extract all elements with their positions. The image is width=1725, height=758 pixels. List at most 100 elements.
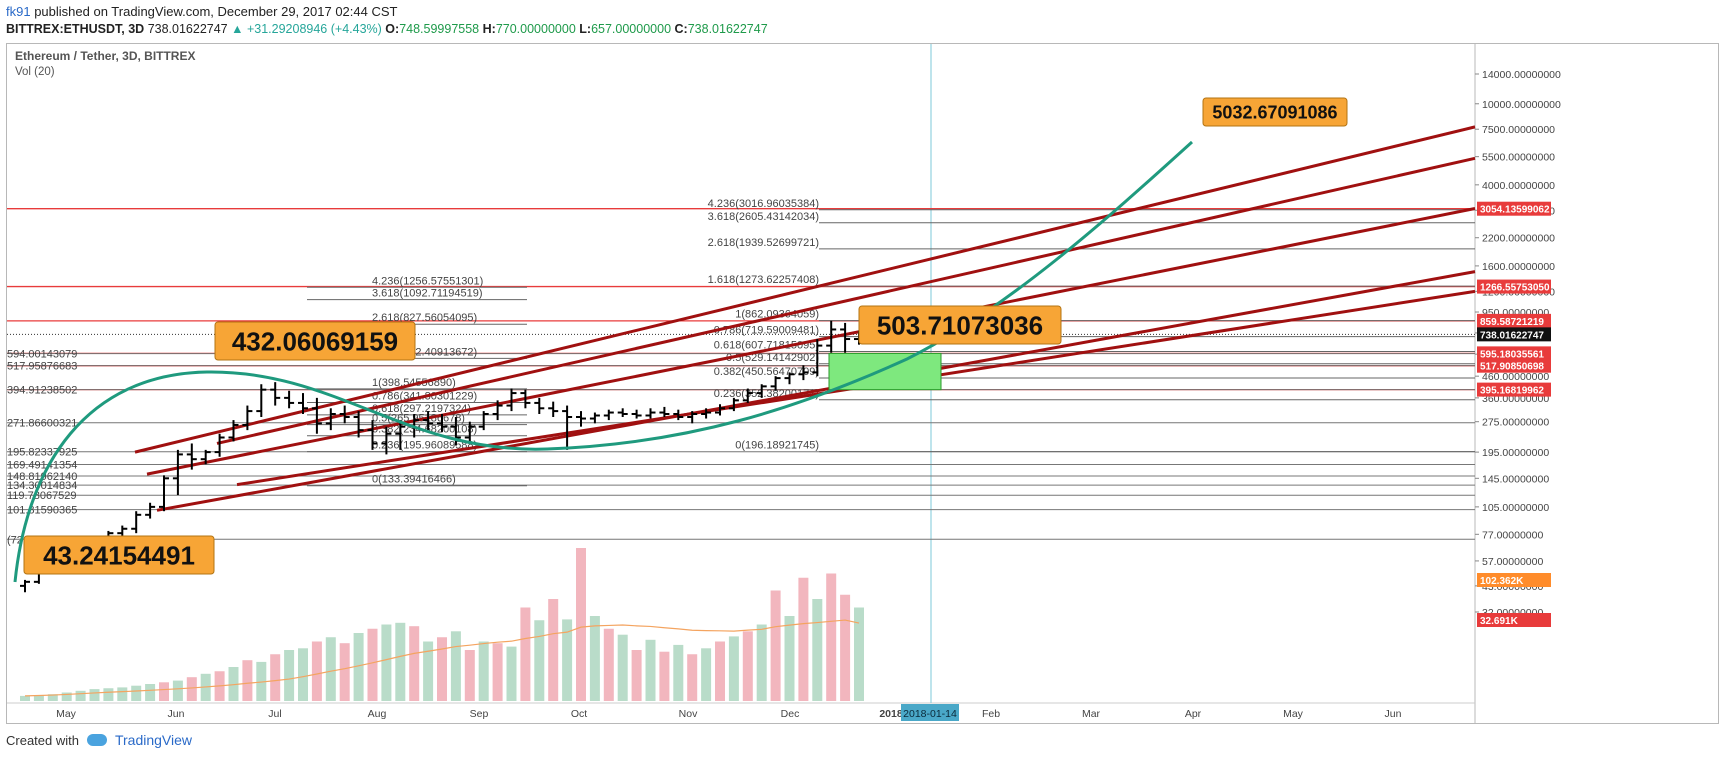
- ohlc-bar: [353, 411, 364, 438]
- fib-level-label: 2.618(827.56054095): [372, 312, 477, 324]
- price-tag: [1477, 327, 1551, 342]
- time-axis-label: Sep: [470, 708, 489, 720]
- ohlc-bar: [464, 421, 475, 444]
- volume-bar: [270, 654, 281, 701]
- support-level-label: 101.81590365: [7, 505, 77, 517]
- ohlc-bar: [256, 384, 267, 417]
- volume-bar: [145, 684, 156, 701]
- ohlc-bar: [131, 511, 142, 534]
- price-axis-label: 1600.00000000: [1482, 261, 1555, 273]
- volume-bar: [75, 690, 86, 701]
- price-tag: [1477, 382, 1551, 397]
- fib-level-label: 1.618(1273.62257408): [708, 274, 819, 286]
- volume-bar: [826, 573, 837, 701]
- volume-bar: [687, 654, 698, 701]
- time-axis-label: Mar: [1082, 708, 1101, 720]
- volume-bar: [715, 641, 725, 701]
- publish-info: published on TradingView.com, December 2…: [34, 4, 398, 19]
- price-axis-label: 5500.00000000: [1482, 152, 1555, 164]
- volume-bar: [172, 680, 183, 701]
- volume-bar: [409, 626, 420, 701]
- channel-line: [156, 270, 1476, 512]
- ohlc-bar: [562, 405, 573, 450]
- low-label: L:: [579, 22, 592, 36]
- chart-panel[interactable]: Ethereum / Tether, 3D, BITTREX Vol (20) 14…: [6, 43, 1719, 724]
- price-axis-label: 7500.00000000: [1482, 124, 1555, 136]
- price-callout: [1202, 97, 1348, 127]
- last-price: 738.01622747: [147, 22, 228, 36]
- ohlc-bar: [659, 406, 670, 417]
- fib-level-label: 3.618(1092.71194519): [372, 288, 483, 300]
- ohlc-bar: [311, 397, 322, 434]
- ohlc-bar: [756, 384, 767, 398]
- tradingview-link[interactable]: TradingView: [114, 732, 193, 748]
- ohlc-bar: [325, 408, 336, 431]
- price-tag-label: 1266.55753050: [1480, 283, 1550, 294]
- price-tag-label: 3054.13599062: [1480, 205, 1550, 216]
- ohlc-bar: [617, 408, 628, 417]
- fib-level-label: 2.618(1939.52699721): [708, 237, 819, 249]
- ohlc-bar: [576, 411, 586, 427]
- ohlc-bar: [381, 426, 392, 455]
- ohlc-bar: [534, 397, 545, 414]
- volume-bar: [506, 646, 517, 701]
- volume-bar: [242, 660, 253, 701]
- ohlc-bar: [270, 382, 281, 406]
- ohlc-bar: [228, 420, 239, 442]
- volume-bar: [784, 616, 795, 701]
- volume-bar: [450, 631, 461, 701]
- high-value: 770.00000000: [495, 22, 576, 36]
- plot-area: [7, 44, 1475, 723]
- fib-level-label: 0.786(719.59009481): [714, 325, 819, 337]
- ohlc-bar: [742, 388, 753, 403]
- support-level-label: 394.91238502: [7, 385, 77, 397]
- ohlc-bar: [186, 443, 197, 470]
- volume-bar: [562, 619, 573, 701]
- volume-bar: [798, 577, 809, 701]
- volume-bar: [159, 682, 169, 701]
- price-callout: [214, 321, 416, 361]
- crosshair-date-label: 2018-01-14: [903, 708, 957, 720]
- symbol-ticker: BITTREX:ETHUSDT, 3D: [6, 22, 145, 36]
- volume-bar: [464, 650, 475, 701]
- fib-level-label: 0(133.39416466): [372, 474, 456, 486]
- ohlc-bar: [603, 409, 614, 421]
- price-tag-label: 517.90850698: [1480, 362, 1544, 373]
- volume-bar: [437, 637, 447, 701]
- volume-bar: [61, 692, 72, 701]
- price-axis-label: 10000.00000000: [1482, 99, 1561, 111]
- ohlc-bar: [548, 401, 559, 417]
- time-axis-label: 2018: [879, 708, 903, 720]
- fib-level-label: 0.5(529.14142902): [726, 352, 819, 364]
- ohlc-bar: [159, 475, 169, 512]
- price-axis-label: 145.00000000: [1482, 473, 1549, 485]
- price-axis-label: 105.00000000: [1482, 502, 1549, 514]
- volume-bar: [617, 634, 628, 701]
- price-axis-label: 195.00000000: [1482, 447, 1549, 459]
- author-link[interactable]: fk91: [6, 4, 31, 19]
- fib-level-label: 3.618(2605.43142034): [708, 211, 819, 223]
- created-with-label: Created with: [6, 732, 79, 748]
- ohlc-bar: [284, 390, 295, 409]
- ohlc-bar: [770, 376, 781, 391]
- ohlc-bar: [492, 400, 503, 421]
- ohlc-bar: [145, 502, 156, 519]
- price-tag-label: 32.691K: [1480, 616, 1519, 627]
- crosshair-date-badge: [901, 704, 959, 721]
- volume-bar: [311, 641, 322, 701]
- volume-bar: [520, 607, 531, 701]
- volume-bar: [381, 624, 392, 701]
- support-level-label: 271.86600321: [7, 418, 77, 430]
- price-axis-label: 2200.00000000: [1482, 233, 1555, 245]
- ohlc-bar: [172, 449, 183, 496]
- ohlc-bar: [339, 405, 350, 424]
- support-level-label: 134.30014834: [7, 480, 77, 492]
- volume-bar: [284, 650, 295, 701]
- fib-level-label: 0.236(195.96089588): [372, 440, 477, 452]
- fib-level-label: 0.618(297.2197324): [372, 403, 471, 415]
- price-chart[interactable]: Ethereum / Tether, 3D, BITTREX Vol (20) 14…: [7, 44, 1718, 723]
- volume-bar: [131, 685, 142, 701]
- volume-bar: [395, 622, 406, 701]
- volume-bar: [298, 648, 308, 701]
- price-tag: [1477, 346, 1551, 361]
